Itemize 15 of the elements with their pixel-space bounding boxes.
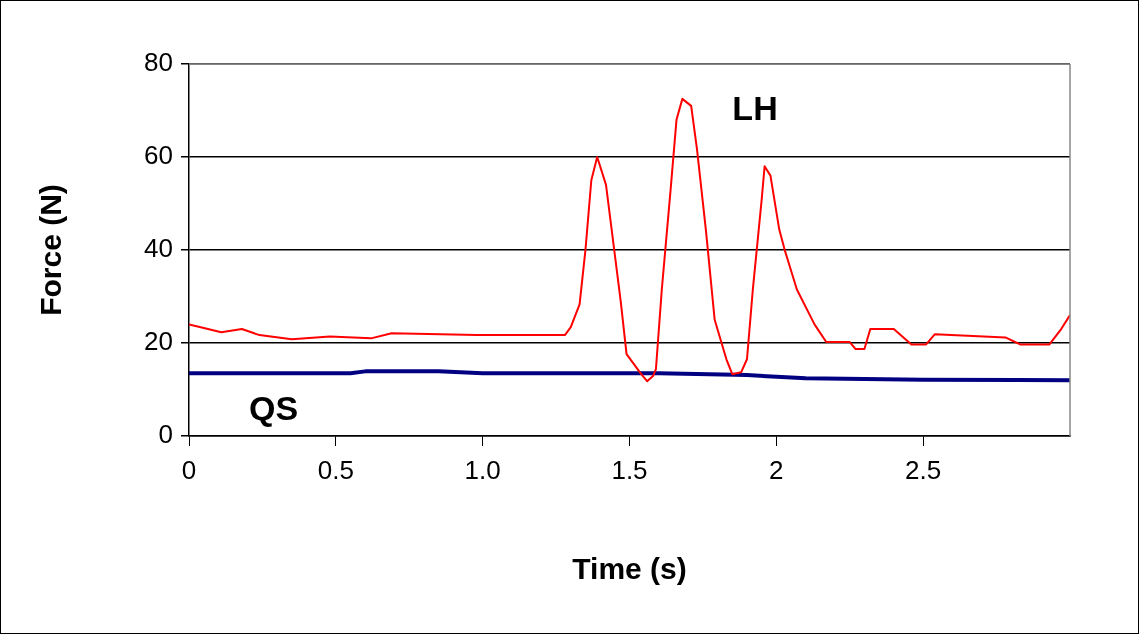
y-tick-label: 0 <box>158 419 173 450</box>
x-tick-label: 1.0 <box>464 454 501 485</box>
y-tick-label: 60 <box>144 140 173 171</box>
x-tick-label: 2.5 <box>905 454 942 485</box>
x-tick-label: 1.5 <box>611 454 648 485</box>
y-tick-label: 20 <box>144 326 173 357</box>
y-tick-label: 40 <box>144 233 173 264</box>
x-tick-label: 0.5 <box>317 454 354 485</box>
series-label: QS <box>249 388 299 427</box>
series-label: LH <box>732 89 778 128</box>
y-tick-label: 80 <box>144 47 173 78</box>
y-axis-title: Force (N) <box>34 184 68 316</box>
x-tick-label: 2 <box>769 454 784 485</box>
x-tick-label: 0 <box>181 454 197 485</box>
x-axis-title: Time (s) <box>572 552 687 586</box>
